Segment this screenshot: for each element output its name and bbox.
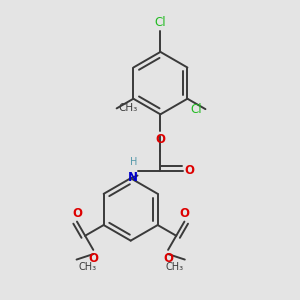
- Text: Cl: Cl: [191, 103, 203, 116]
- Text: H: H: [130, 157, 137, 167]
- Text: CH₃: CH₃: [118, 103, 137, 113]
- Text: O: O: [184, 164, 194, 177]
- Text: CH₃: CH₃: [165, 262, 183, 272]
- Text: O: O: [88, 252, 98, 265]
- Text: O: O: [163, 252, 173, 265]
- Text: CH₃: CH₃: [78, 262, 96, 272]
- Text: N: N: [128, 171, 137, 184]
- Text: O: O: [179, 207, 189, 220]
- Text: O: O: [155, 134, 165, 146]
- Text: O: O: [72, 207, 82, 220]
- Text: Cl: Cl: [154, 16, 166, 29]
